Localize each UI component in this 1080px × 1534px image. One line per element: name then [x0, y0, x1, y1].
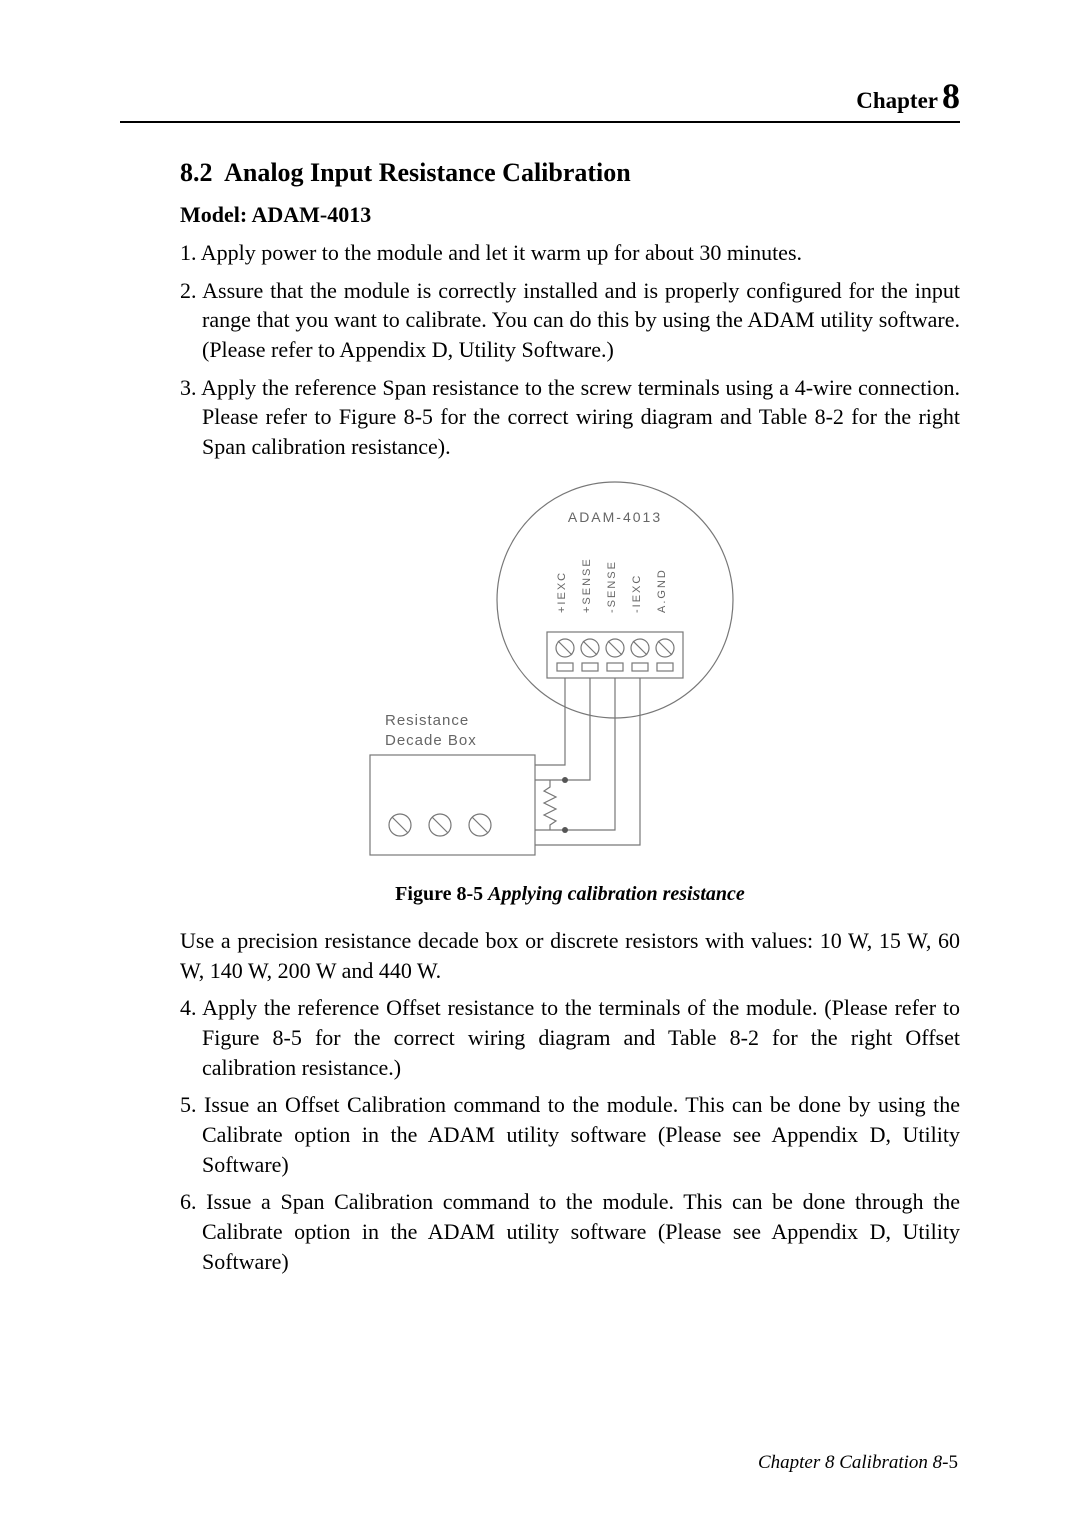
list-item-3: 3. Apply the reference Span resistance t… [180, 373, 960, 462]
figure-wiring-diagram: ADAM-4013 +IEXC +SENSE -SENSE -IEXC A.GN… [180, 480, 960, 906]
list-item-1: 1. Apply power to the module and let it … [180, 238, 960, 268]
terminal-label-5: A.GND [656, 568, 668, 613]
terminal-label-2: +SENSE [581, 557, 593, 613]
list-item-2: 2. Assure that the module is correctly i… [180, 276, 960, 365]
list-item-6: 6. Issue a Span Calibration command to t… [180, 1187, 960, 1276]
figure-caption-text: Applying calibration resistance [488, 883, 745, 905]
terminal-label-3: -SENSE [606, 560, 618, 613]
box-label-line1: Resistance [385, 712, 469, 729]
device-label: ADAM-4013 [568, 509, 662, 525]
figure-caption-number: Figure 8-5 [395, 883, 483, 905]
section-heading: 8.2 Analog Input Resistance Calibration [180, 158, 960, 188]
chapter-label: Chapter [856, 88, 938, 113]
box-label-line2: Decade Box [385, 732, 477, 749]
body-after-figure: Use a precision resistance decade box or… [180, 926, 960, 985]
list-item-5: 5. Issue an Offset Calibration command t… [180, 1090, 960, 1179]
chapter-number: 8 [942, 76, 960, 116]
terminal-label-4: -IEXC [631, 573, 643, 612]
page-header: Chapter 8 [120, 75, 960, 123]
main-content: 8.2 Analog Input Resistance Calibration … [120, 158, 960, 1276]
section-title: Analog Input Resistance Calibration [224, 158, 631, 187]
page-footer: Chapter 8 Calibration 8-5 [758, 1452, 958, 1474]
list-item-4: 4. Apply the reference Offset resistance… [180, 993, 960, 1082]
model-heading: Model: ADAM-4013 [180, 202, 960, 228]
footer-text: Chapter 8 Calibration 8- [758, 1452, 949, 1473]
figure-caption: Figure 8-5 Applying calibration resistan… [180, 883, 960, 906]
footer-page-number: 5 [949, 1452, 959, 1473]
wiring-diagram-svg: ADAM-4013 +IEXC +SENSE -SENSE -IEXC A.GN… [355, 480, 785, 875]
terminal-label-1: +IEXC [556, 571, 568, 613]
section-number: 8.2 [180, 158, 213, 187]
